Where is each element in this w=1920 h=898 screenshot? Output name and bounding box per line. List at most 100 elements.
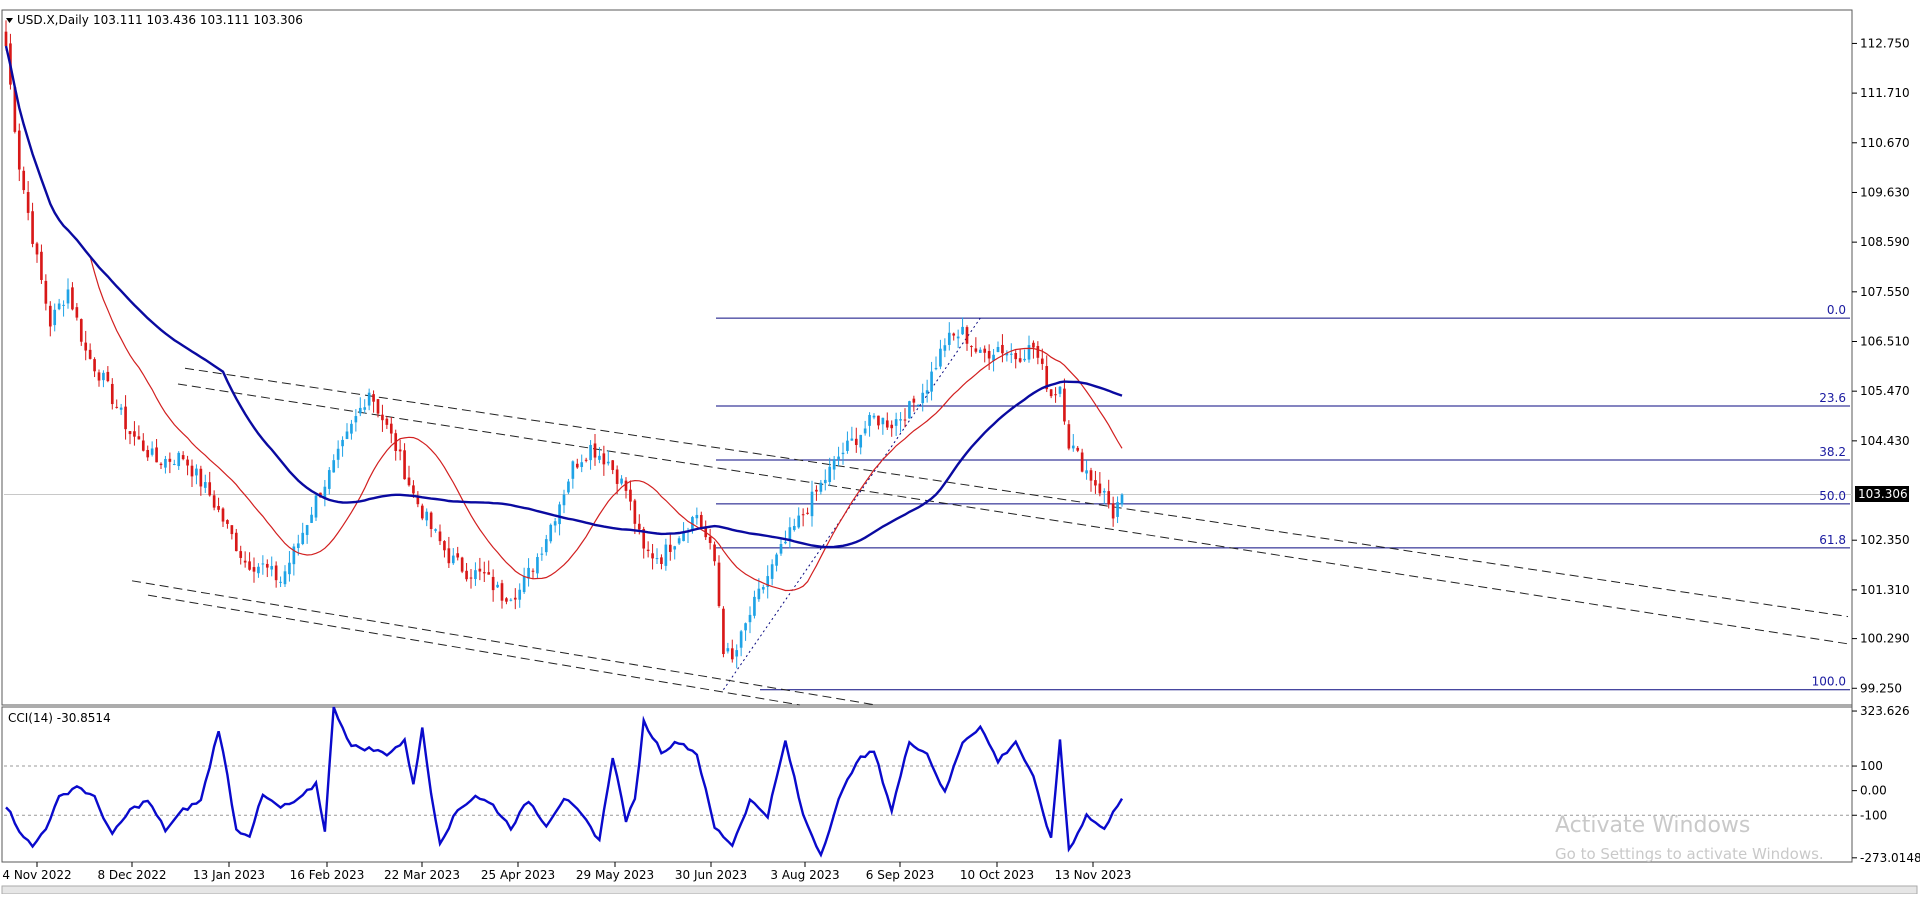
candle-body <box>744 623 747 631</box>
candle-body <box>155 447 158 463</box>
candle-body <box>1067 424 1071 449</box>
candle-body <box>1018 358 1022 362</box>
candle-body <box>310 514 313 523</box>
candle-body <box>398 449 402 452</box>
candle-body <box>580 462 584 468</box>
candle-body <box>420 505 424 519</box>
price-tick-label: 110.670 <box>1860 136 1910 150</box>
trend-channel-line[interactable] <box>147 594 801 706</box>
cci-line <box>5 706 1124 858</box>
candle-body <box>1111 503 1115 519</box>
candle-body <box>708 536 712 543</box>
candle-body <box>629 489 632 502</box>
candle-body <box>88 349 92 359</box>
ma-slow-line <box>4 45 1123 549</box>
price-tick-label: 106.510 <box>1860 334 1910 348</box>
candle-body <box>921 392 925 404</box>
candle-body <box>970 346 973 348</box>
candle-body <box>885 420 889 428</box>
candle-body <box>624 480 628 491</box>
activate-windows-title: Activate Windows <box>1555 813 1750 838</box>
candle-body <box>602 453 606 465</box>
candle-body <box>226 520 229 524</box>
candle-body <box>168 458 172 462</box>
candle-body <box>850 438 854 441</box>
main-plot-frame <box>1 9 1853 706</box>
time-tick-label: 10 Oct 2023 <box>960 868 1034 882</box>
trend-channel-lines[interactable] <box>131 367 1849 706</box>
candle-body <box>363 407 367 410</box>
candle-body <box>894 419 898 426</box>
candle-body <box>620 478 623 484</box>
candle-body <box>84 342 88 351</box>
candle-body <box>57 303 61 310</box>
trend-channel-line[interactable] <box>177 383 1849 645</box>
candle-body <box>965 327 969 344</box>
candle-body <box>35 243 39 255</box>
candle-body <box>611 460 615 470</box>
candle-body <box>518 589 522 600</box>
candle-body <box>872 415 876 418</box>
candle-body <box>177 452 181 467</box>
time-tick-label: 29 May 2023 <box>576 868 654 882</box>
moving-averages <box>4 45 1123 592</box>
time-tick-label: 25 Apr 2023 <box>481 868 555 882</box>
candle-body <box>536 557 539 574</box>
candle-body <box>575 463 579 468</box>
candle-body <box>726 648 730 652</box>
candle-body <box>53 309 57 326</box>
collapse-triangle-icon[interactable] <box>6 18 13 23</box>
candle-body <box>301 532 305 545</box>
candle-body <box>358 407 362 414</box>
candle-body <box>810 491 814 517</box>
time-tick-label: 13 Jan 2023 <box>193 868 265 882</box>
cci-indicator <box>4 706 1852 858</box>
candle-body <box>270 566 274 570</box>
candle-body <box>1076 447 1080 451</box>
time-tick-label: 4 Nov 2022 <box>2 868 71 882</box>
candle-body <box>208 482 212 496</box>
candlestick-series <box>4 20 1124 669</box>
time-axis: 4 Nov 2022 8 Dec 2022 13 Jan 2023 16 Feb 20… <box>1 862 1918 895</box>
candle-body <box>987 350 991 359</box>
candle-body <box>832 459 836 470</box>
candle-body <box>341 439 344 447</box>
candle-body <box>434 529 437 531</box>
fib-level-label: 0.0 <box>1827 303 1846 317</box>
price-tick-label: 109.630 <box>1860 185 1910 199</box>
candle-body <box>699 515 703 528</box>
candle-body <box>372 394 375 402</box>
candle-body <box>677 538 681 544</box>
trend-channel-line[interactable] <box>184 367 1849 618</box>
candle-body <box>1071 445 1075 449</box>
candle-body <box>978 349 982 353</box>
candle-body <box>350 423 353 434</box>
fib-level-label: 100.0 <box>1812 675 1846 689</box>
fib-anchor-line[interactable] <box>723 317 981 690</box>
candle-body <box>1058 386 1062 394</box>
candle-body <box>146 449 150 458</box>
candle-body <box>190 465 194 477</box>
candle-body <box>1009 353 1013 355</box>
candle-body <box>770 564 774 579</box>
candle-body <box>788 527 792 542</box>
candle-body <box>841 452 845 455</box>
time-tick-label: 6 Sep 2023 <box>866 868 934 882</box>
candle-body <box>416 495 420 505</box>
fibonacci-retracement[interactable]: 0.0 23.6 38.2 50.0 61.8 100.0 <box>716 303 1850 691</box>
candle-body <box>212 495 216 508</box>
candle-body <box>1014 353 1018 360</box>
candle-body <box>40 251 43 280</box>
candle-body <box>509 599 513 601</box>
candle-body <box>1036 345 1040 358</box>
candle-body <box>181 455 185 460</box>
trend-channel-line[interactable] <box>131 580 877 706</box>
candle-body <box>1120 494 1124 505</box>
candle-body <box>846 440 849 452</box>
candle-body <box>22 170 26 191</box>
chart-tab-strip[interactable] <box>1 885 1918 895</box>
candle-body <box>102 372 105 381</box>
candle-body <box>598 455 601 460</box>
